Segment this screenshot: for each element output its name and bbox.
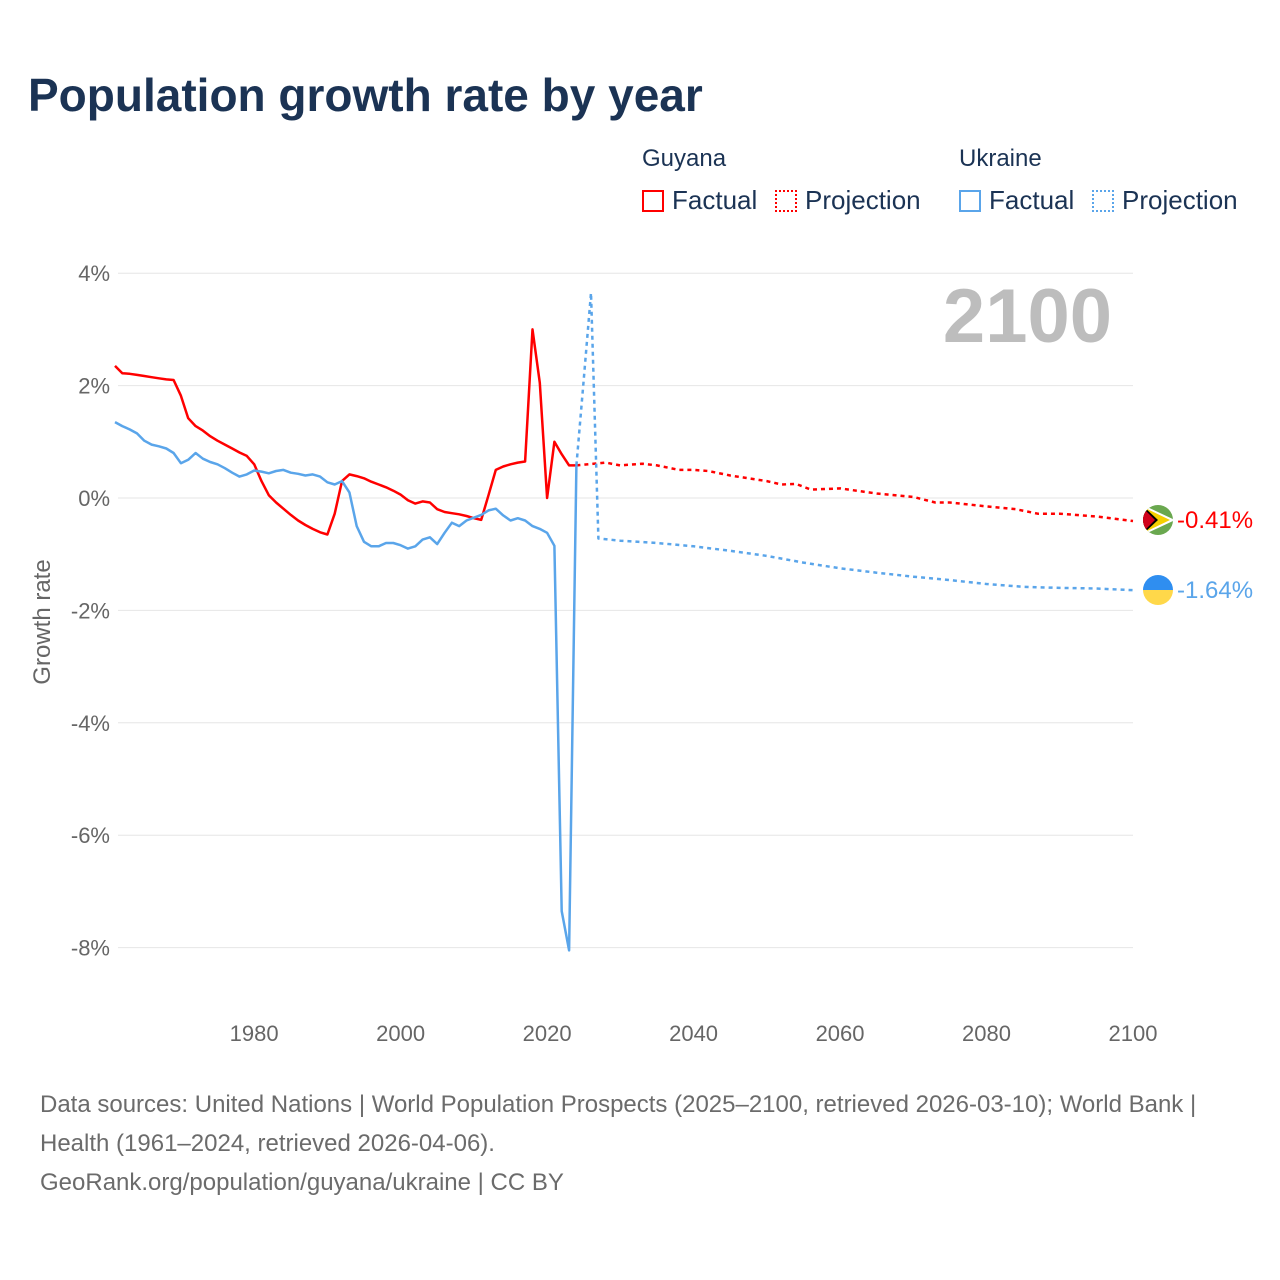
x-tick-label: 2080 bbox=[962, 1021, 1011, 1046]
legend-label: Projection bbox=[805, 185, 921, 215]
legend-label: Projection bbox=[1122, 185, 1238, 215]
x-tick-label: 2020 bbox=[523, 1021, 572, 1046]
y-tick-label: -2% bbox=[71, 598, 110, 623]
x-tick-label: 2100 bbox=[1109, 1021, 1158, 1046]
y-tick-label: -8% bbox=[71, 936, 110, 961]
legend-group-guyana: Guyana bbox=[642, 145, 727, 172]
series-line-ukraine-projection bbox=[575, 291, 1134, 592]
page-title: Population growth rate by year bbox=[28, 69, 703, 121]
legend-label: Factual bbox=[672, 185, 758, 215]
y-axis-label: Growth rate bbox=[29, 559, 56, 684]
series-line-guyana-projection bbox=[576, 461, 1134, 523]
series-line-guyana-factual bbox=[114, 328, 577, 536]
guyana-end-label: -0.41% bbox=[1177, 507, 1253, 534]
ukraine-end-label: -1.64% bbox=[1177, 577, 1253, 604]
legend-swatch bbox=[1092, 189, 1114, 212]
credit-link[interactable]: GeoRank.org/population/guyana/ukraine | … bbox=[40, 1169, 564, 1196]
x-tick-label: 2060 bbox=[816, 1021, 865, 1046]
legend-guyana-projection[interactable]: Projection bbox=[775, 185, 921, 216]
x-tick-label: 2000 bbox=[376, 1021, 425, 1046]
guyana-flag-icon bbox=[1143, 505, 1173, 535]
y-tick-label: 4% bbox=[78, 261, 110, 286]
legend-swatch bbox=[959, 189, 981, 212]
y-tick-label: -4% bbox=[71, 711, 110, 736]
line-chart: 4% 2% 0% -2% -4% -6% -8% 1980 2000 2020 2040 2060 20… bbox=[29, 261, 1253, 1046]
legend-swatch bbox=[642, 189, 664, 212]
legend-group-ukraine: Ukraine bbox=[959, 145, 1042, 172]
y-tick-label: -6% bbox=[71, 823, 110, 848]
y-tick-label: 0% bbox=[78, 486, 110, 511]
legend-ukraine-projection[interactable]: Projection bbox=[1092, 185, 1238, 216]
legend-swatch bbox=[775, 189, 797, 212]
year-watermark: 2100 bbox=[943, 274, 1112, 359]
x-tick-label: 1980 bbox=[230, 1021, 279, 1046]
x-tick-label: 2040 bbox=[669, 1021, 718, 1046]
y-tick-label: 2% bbox=[78, 374, 110, 399]
series-line-ukraine-factual bbox=[114, 421, 578, 952]
ukraine-flag-icon bbox=[1143, 575, 1173, 605]
data-sources: Data sources: United Nations | World Pop… bbox=[40, 1091, 1197, 1157]
legend-label: Factual bbox=[989, 185, 1075, 215]
legend-guyana-factual[interactable]: Factual bbox=[642, 185, 757, 216]
legend-ukraine-factual[interactable]: Factual bbox=[959, 185, 1074, 216]
